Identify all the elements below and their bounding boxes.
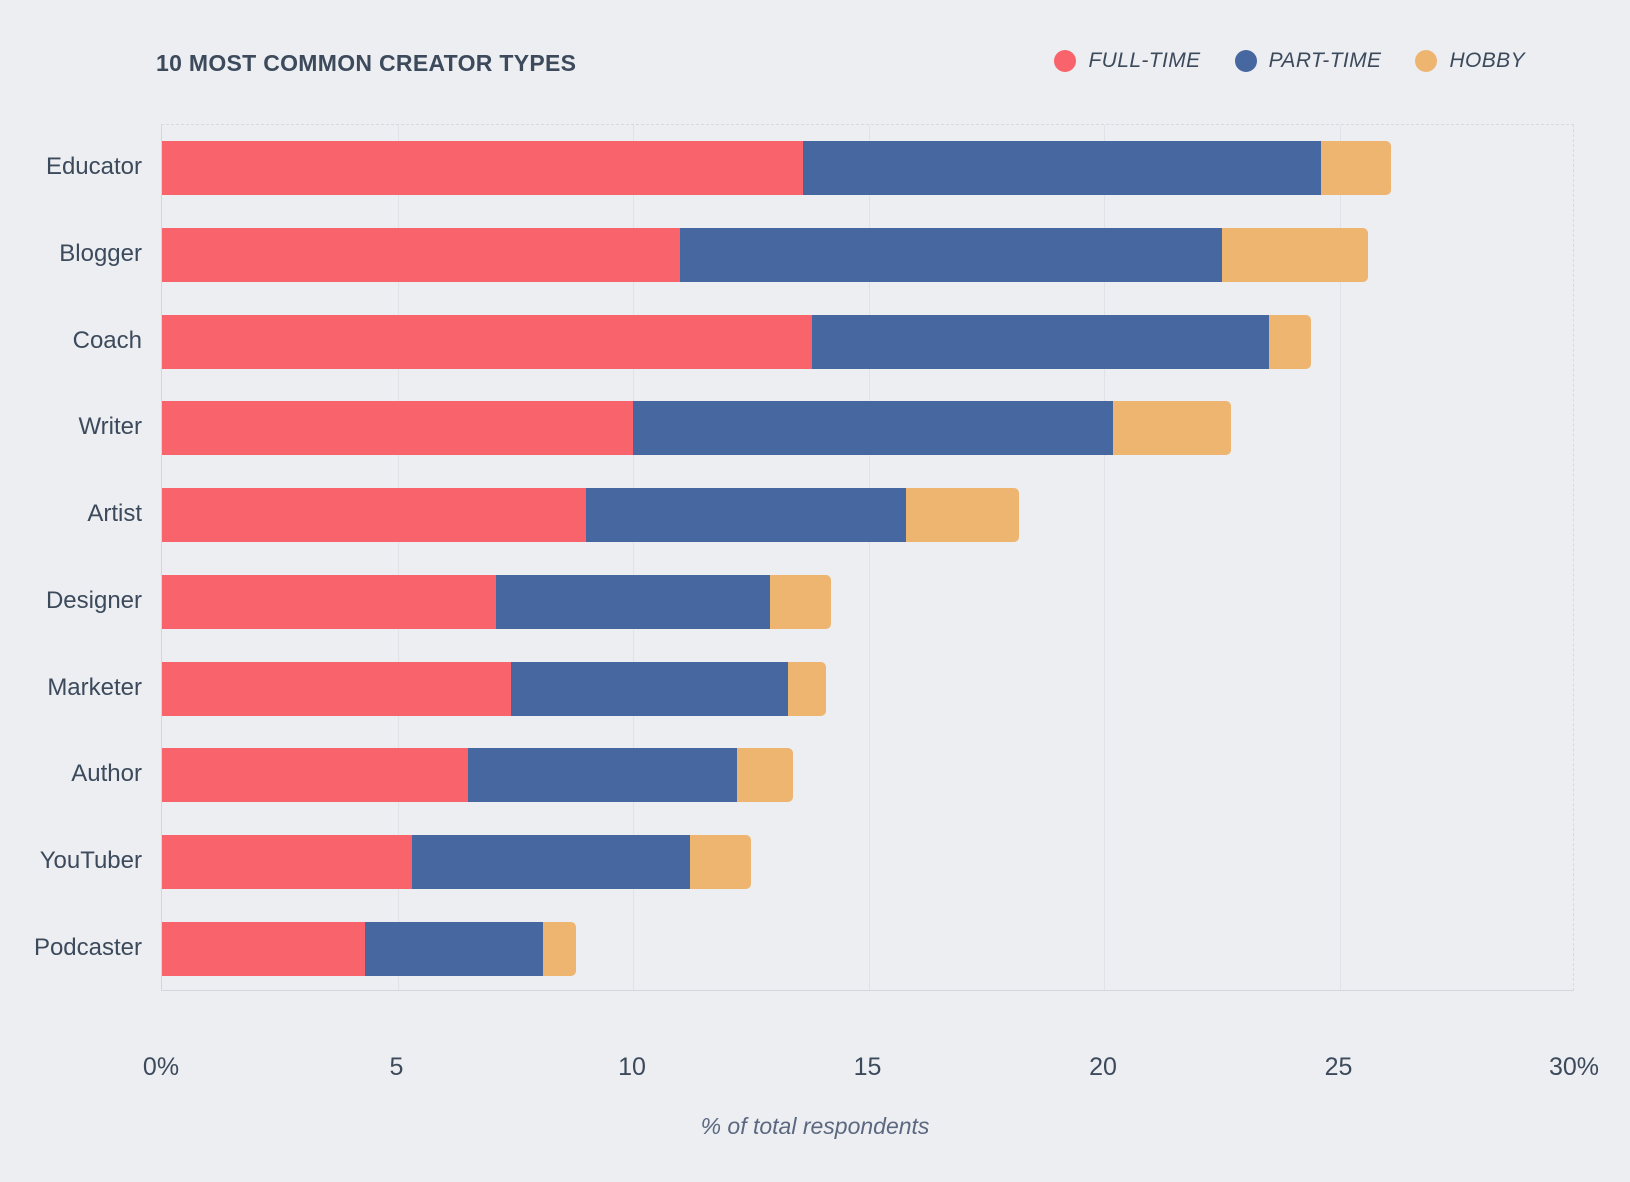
- bar-segment-hobby[interactable]: [543, 921, 577, 976]
- bar-segment-part-time[interactable]: [364, 921, 544, 976]
- x-axis-tick-10: 10: [618, 1053, 646, 1081]
- bar-segment-part-time[interactable]: [680, 228, 1222, 283]
- y-axis-label-educator: Educator: [45, 153, 142, 181]
- bar-segment-part-time[interactable]: [496, 574, 770, 629]
- bar-segment-hobby[interactable]: [1268, 314, 1312, 369]
- bar-segment-part-time[interactable]: [468, 748, 737, 803]
- bar-segment-part-time[interactable]: [411, 834, 690, 889]
- legend-item-hobby[interactable]: HOBBY: [1415, 49, 1525, 73]
- y-axis-label-blogger: Blogger: [59, 240, 142, 268]
- gridline-5: [397, 125, 399, 990]
- x-axis-tick-15: 15: [853, 1053, 882, 1081]
- bar-segment-full-time[interactable]: [162, 401, 633, 456]
- x-axis-title: % of total respondents: [700, 1113, 930, 1139]
- bar-segment-part-time[interactable]: [633, 401, 1114, 456]
- x-axis-tick-30: 30%: [1548, 1053, 1600, 1081]
- bar-row[interactable]: [162, 661, 827, 716]
- bar-segment-hobby[interactable]: [1320, 141, 1392, 196]
- bar-segment-full-time[interactable]: [162, 921, 365, 976]
- bar-row[interactable]: [162, 401, 1232, 456]
- bar-row[interactable]: [162, 834, 751, 889]
- bar-segment-part-time[interactable]: [802, 141, 1321, 196]
- bar-row[interactable]: [162, 228, 1368, 283]
- gridline-15: [868, 125, 870, 990]
- bar-segment-full-time[interactable]: [162, 748, 469, 803]
- bar-segment-hobby[interactable]: [1221, 228, 1368, 283]
- legend-item-part-time[interactable]: PART-TIME: [1234, 49, 1382, 73]
- y-axis-label-designer: Designer: [45, 586, 142, 614]
- bar-segment-full-time[interactable]: [162, 141, 803, 196]
- circle-icon: [1054, 50, 1077, 72]
- bar-segment-full-time[interactable]: [162, 574, 497, 629]
- plot-area: [161, 124, 1574, 991]
- bar-segment-hobby[interactable]: [736, 748, 794, 803]
- bar-segment-hobby[interactable]: [906, 488, 1020, 543]
- circle-icon: [1234, 50, 1257, 72]
- chart-legend: FULL-TIME PART-TIME HOBBY: [1054, 49, 1525, 73]
- legend-label: FULL-TIME: [1088, 49, 1201, 72]
- bar-segment-part-time[interactable]: [811, 314, 1269, 369]
- circle-icon: [1415, 50, 1438, 72]
- bar-segment-hobby[interactable]: [769, 574, 831, 629]
- bar-row[interactable]: [162, 141, 1392, 196]
- x-axis-tick-20: 20: [1089, 1053, 1117, 1081]
- y-axis-label-coach: Coach: [72, 326, 142, 354]
- bar-segment-full-time[interactable]: [162, 661, 511, 716]
- bar-segment-hobby[interactable]: [788, 661, 827, 716]
- bar-row[interactable]: [162, 748, 794, 803]
- bar-row[interactable]: [162, 574, 831, 629]
- page-title: 10 MOST COMMON CREATOR TYPES: [156, 50, 577, 76]
- x-axis-tick-0: 0%: [142, 1053, 180, 1081]
- y-axis-label-artist: Artist: [87, 500, 142, 528]
- bar-segment-full-time[interactable]: [162, 228, 681, 283]
- gridline-25: [1339, 125, 1341, 990]
- y-axis-label-marketer: Marketer: [47, 673, 142, 701]
- bar-row[interactable]: [162, 921, 577, 976]
- legend-label: PART-TIME: [1268, 49, 1382, 72]
- legend-label: HOBBY: [1449, 49, 1525, 72]
- bar-segment-hobby[interactable]: [1113, 401, 1232, 456]
- bar-segment-full-time[interactable]: [162, 834, 412, 889]
- y-axis-label-writer: Writer: [78, 413, 142, 441]
- bar-row[interactable]: [162, 488, 1020, 543]
- bar-segment-full-time[interactable]: [162, 314, 812, 369]
- bar-segment-part-time[interactable]: [510, 661, 789, 716]
- bar-segment-full-time[interactable]: [162, 488, 586, 543]
- bar-row[interactable]: [162, 314, 1312, 369]
- legend-item-full-time[interactable]: FULL-TIME: [1054, 49, 1200, 73]
- bar-series-group: [162, 125, 1573, 990]
- y-axis-label-podcaster: Podcaster: [33, 933, 142, 961]
- x-axis-tick-5: 5: [389, 1053, 404, 1081]
- bar-segment-hobby[interactable]: [689, 834, 751, 889]
- y-axis-label-author: Author: [71, 760, 142, 788]
- bar-segment-part-time[interactable]: [585, 488, 907, 543]
- gridline-20: [1104, 125, 1105, 990]
- x-axis-tick-25: 25: [1324, 1053, 1353, 1081]
- gridline-10: [633, 125, 634, 990]
- y-axis-label-youtuber: YouTuber: [39, 846, 142, 874]
